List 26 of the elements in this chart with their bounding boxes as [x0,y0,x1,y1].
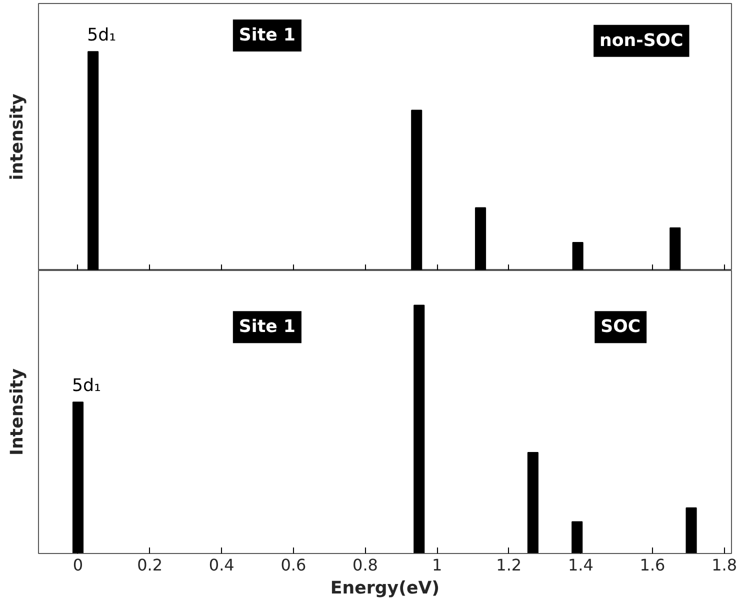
bar [527,452,538,554]
x-tick-label: 1.6 [640,556,666,574]
x-tick-label: 1.4 [568,556,594,574]
y-axis-title: intensity [8,94,28,180]
x-axis-title: Energy(eV) [330,578,440,598]
bar [474,207,486,270]
x-tick-label: 0.8 [352,556,378,574]
x-tick-label: 1.8 [712,556,738,574]
annotation: 5d₁ [72,376,101,396]
x-tick-label: 0.2 [137,556,163,574]
x-tick-label: 0.4 [208,556,234,574]
bar [414,304,425,554]
x-tick-label: 1 [432,556,442,574]
x-tick-label: 0 [72,556,84,574]
y-axis-title: Intensity [8,368,28,456]
annotation: Site 1 [238,317,296,338]
x-tick-label: 0.6 [280,556,306,574]
bar [88,51,99,270]
text: Site 1 [238,26,296,46]
bar [670,227,681,270]
annotation: 5d₁ [87,26,116,46]
text: non-SOC [600,30,684,51]
bar [411,110,422,270]
bar [686,507,697,554]
annotation: SOC [600,317,641,338]
x-tick-label: 1.2 [496,556,522,574]
